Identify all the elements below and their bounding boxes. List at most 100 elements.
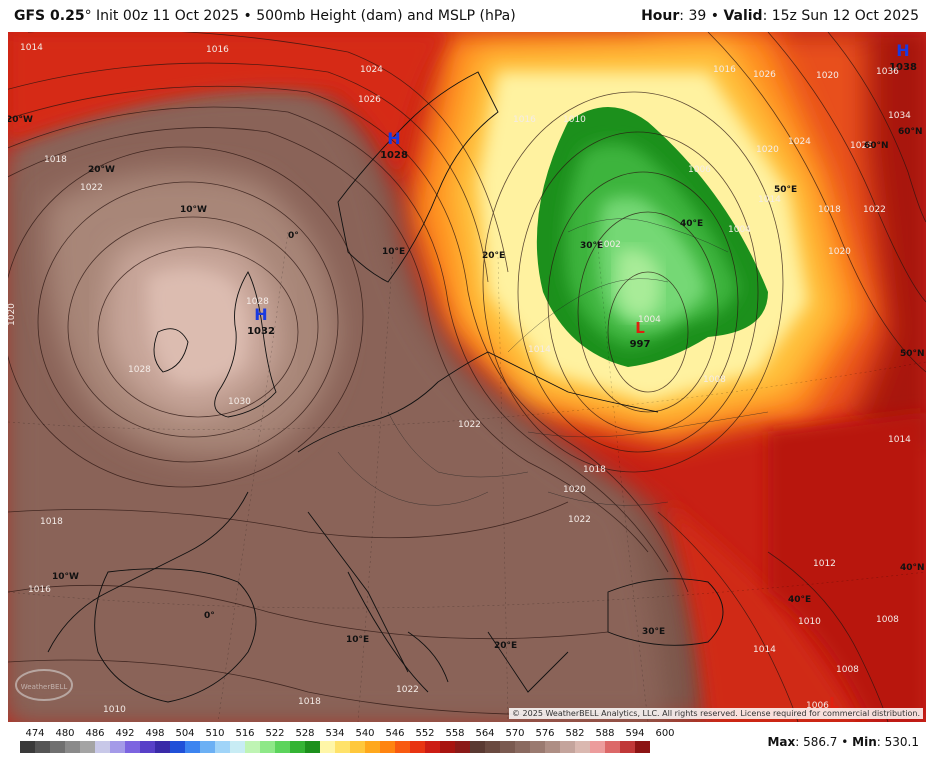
isobar-label: 1008 <box>836 665 859 675</box>
colorbar-tick-label: 552 <box>415 728 435 739</box>
colorbar-tick-label: 600 <box>655 728 675 739</box>
colorbar-swatch <box>20 741 35 753</box>
colorbar-tick-label: 558 <box>445 728 465 739</box>
colorbar-swatch <box>590 741 605 753</box>
colorbar-swatch <box>365 741 380 753</box>
colorbar-tick-label: 510 <box>205 728 225 739</box>
isobar-label: 1022 <box>568 515 591 525</box>
isobar-low-4 <box>482 91 784 473</box>
isobar-1020-east <box>707 32 926 373</box>
isobar-label: 1014 <box>753 645 776 655</box>
border-5 <box>547 491 669 506</box>
colorbar-swatch <box>35 741 50 753</box>
high-value-ne: 1038 <box>889 62 917 73</box>
isobar-label: 1014 <box>528 345 551 355</box>
colorbar-tick-label: 570 <box>505 728 525 739</box>
colorbar-swatch <box>530 741 545 753</box>
low-center-se: L <box>829 694 839 712</box>
isobar-label: 1030 <box>228 397 251 407</box>
lon-label: 10°W <box>52 572 79 582</box>
colorbar-swatch <box>260 741 275 753</box>
isobar-label: 1006 <box>806 701 829 711</box>
colorbar-swatch <box>50 741 65 753</box>
colorbar-swatch <box>605 741 620 753</box>
isobar-label: 1018 <box>40 517 63 527</box>
isobar-label: 1036 <box>876 67 899 77</box>
isobar-label: 1020 <box>828 247 851 257</box>
colorbar-swatch <box>230 741 245 753</box>
low-value-russia: 997 <box>630 339 651 350</box>
isobar-label: 1026 <box>753 70 776 80</box>
colorbar-swatch <box>470 741 485 753</box>
height-band-rose <box>147 268 249 385</box>
isobar-label: 1018 <box>298 697 321 707</box>
lon-label: 10°W <box>180 205 207 215</box>
weather-map: H 1032 H 1028 H 1038 L 997 L 1014 1016 1… <box>8 32 926 722</box>
low-center-russia: L <box>635 319 645 337</box>
colorbar-tick-label: 594 <box>625 728 645 739</box>
title-left: GFS 0.25° Init 00z 11 Oct 2025 • 500mb H… <box>14 8 516 24</box>
init-time: Init 00z 11 Oct 2025 <box>96 8 240 24</box>
valid-value: : 15z Sun 12 Oct 2025 <box>762 8 919 24</box>
isobar-label: 1016 <box>28 585 51 595</box>
colorbar-swatch <box>425 741 440 753</box>
colorbar-swatch <box>500 741 515 753</box>
isobar-label: 1020 <box>816 71 839 81</box>
max-label: Max <box>767 735 796 749</box>
country-borders <box>337 218 769 506</box>
colorbar-swatch <box>620 741 635 753</box>
colorbar-tick-label: 474 <box>25 728 45 739</box>
lon-label: 40°E <box>680 219 703 229</box>
copyright-notice: © 2025 WeatherBELL Analytics, LLC. All r… <box>509 708 923 719</box>
colorbar-swatch <box>350 741 365 753</box>
hour-label: Hour <box>641 8 680 24</box>
colorbar-swatch <box>440 741 455 753</box>
colorbar-tick-label: 492 <box>115 728 135 739</box>
isobar-label: 1018 <box>818 205 841 215</box>
degree-symbol: ° <box>84 8 92 24</box>
colorbar-tick-label: 582 <box>565 728 585 739</box>
colorbar-tick-label: 486 <box>85 728 105 739</box>
lon-label: 20°E <box>482 251 505 261</box>
high-center-norway: H <box>387 129 400 148</box>
valid-label: Valid <box>723 8 763 24</box>
colorbar-swatch <box>560 741 575 753</box>
high-center-uk: H <box>254 305 267 324</box>
colorbar-swatch <box>455 741 470 753</box>
isobar-1020 <box>8 106 669 573</box>
lon-label: 0° <box>288 231 299 241</box>
isobar-lines <box>8 32 926 722</box>
colorbar-swatch <box>140 741 155 753</box>
isobar-label: 1028 <box>246 297 269 307</box>
isobar-1028 <box>67 216 319 438</box>
isobar-label: 1028 <box>850 141 873 151</box>
high-center-ne: H <box>896 41 909 60</box>
border-4 <box>527 411 769 438</box>
max-value: : 586.7 <box>795 735 838 749</box>
lon-label: 40°E <box>788 595 811 605</box>
isobar-label: 1024 <box>788 137 811 147</box>
colorbar-swatch <box>515 741 530 753</box>
coast-blacksea <box>607 578 724 646</box>
max-min-readout: Max: 586.7 • Min: 530.1 <box>767 735 919 749</box>
isobar-label: 1016 <box>513 115 536 125</box>
isobar-1016 <box>8 62 489 283</box>
colorbar-swatch <box>335 741 350 753</box>
lon-label: 20°W <box>8 115 33 125</box>
coast-ireland <box>153 328 189 373</box>
colorbar-swatch <box>245 741 260 753</box>
colorbar-swatch <box>410 741 425 753</box>
isobar-label: 1018 <box>44 155 67 165</box>
colorbar-tick-label: 576 <box>535 728 555 739</box>
separator: • <box>243 8 252 24</box>
isobar-1028-east <box>827 32 926 223</box>
isobar-low-2 <box>547 171 739 433</box>
title-right: Hour: 39 • Valid: 15z Sun 12 Oct 2025 <box>641 8 919 24</box>
coast-uk <box>214 271 277 418</box>
map-header: GFS 0.25° Init 00z 11 Oct 2025 • 500mb H… <box>0 0 935 32</box>
isobar-label: 1020 <box>756 145 779 155</box>
colorbar-tick-label: 522 <box>265 728 285 739</box>
colorbar-swatch <box>635 741 650 753</box>
lon-label: 30°E <box>642 627 665 637</box>
colorbar-swatch <box>320 741 335 753</box>
